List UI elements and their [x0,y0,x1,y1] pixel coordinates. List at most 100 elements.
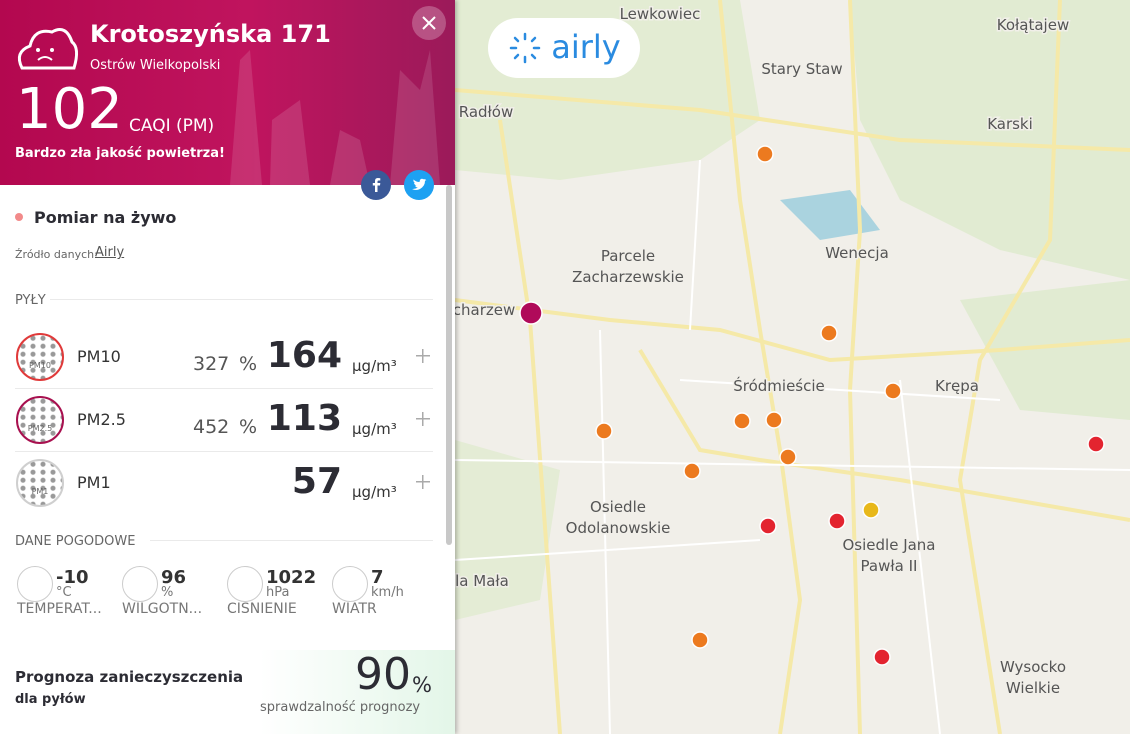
sensor-marker[interactable] [683,462,701,480]
pm-percent-unit: % [239,416,258,438]
forecast-title: Prognoza zanieczyszczenia [15,668,244,686]
place-label: Karski [987,115,1033,133]
expand-button[interactable] [415,348,431,364]
park [850,0,1130,280]
weather-label: CISNIENIE [227,601,297,617]
place-label: Parcele [601,247,655,265]
weather-unit: km/h [371,585,404,600]
place-label: Kołątajew [997,16,1069,34]
sensor-marker[interactable] [820,324,838,342]
place-label: Odolanowskie [566,519,671,537]
weather-label: WIATR [332,601,377,617]
sensor-marker[interactable] [756,145,774,163]
place-label: Osiedle Jana [842,536,935,554]
pm-percent-unit: % [239,353,258,375]
sensor-marker[interactable] [595,422,613,440]
place-label: Wenecja [825,244,889,262]
pm-icon-label: PM1 [31,487,49,496]
place-label: Krępa [935,377,979,395]
quality-text: Bardzo zła jakość powietrza! [15,146,225,161]
separator [50,299,433,300]
weather-label: TEMPERAT... [17,601,102,617]
pm-value: 57 [291,461,342,502]
close-button[interactable] [411,5,447,41]
place-label: Pawła II [861,557,918,575]
separator [150,540,433,541]
sensor-marker[interactable] [733,412,751,430]
weather-icon [227,566,263,602]
source-link[interactable]: Airly [95,245,125,260]
facebook-button[interactable] [361,170,391,200]
sensor-marker[interactable] [691,631,709,649]
labels: Lewkowiec Kołątajew Stary Staw Radłów Ka… [451,4,1070,699]
streets [454,159,1130,734]
forecast-unit: % [412,673,432,697]
sensor-marker[interactable] [873,648,891,666]
pm-name: PM1 [77,473,111,492]
pm-icon [16,396,64,444]
sensor-marker[interactable] [828,512,846,530]
pm-unit: µg/m³ [352,357,397,375]
sensor-marker[interactable] [519,301,543,325]
roads [454,0,1130,734]
expand-button[interactable] [415,411,431,427]
forecast-subtitle: dla pyłów [15,692,86,707]
scrollbar[interactable] [446,185,452,545]
section-title: PYŁY [15,293,46,308]
place-label: Zacharzewskie [572,268,684,286]
caqi-value: 102 [16,77,123,142]
place-label: Wysocko [1000,658,1066,676]
side-panel: Krotoszyńska 171 Ostrów Wielkopolski 102… [0,0,455,734]
logo-text: airly [551,28,620,66]
sensor-marker[interactable] [1087,435,1105,453]
weather-icon [122,566,158,602]
sensor-marker[interactable] [759,517,777,535]
water [780,190,880,240]
weather-value: 7 [371,567,384,588]
expand-button[interactable] [415,474,431,490]
sensors [519,145,1105,666]
park [960,280,1130,420]
pm-icon-label: PM10 [29,361,51,370]
header: Krotoszyńska 171 Ostrów Wielkopolski 102… [0,0,455,185]
station-title: Krotoszyńska 171 [90,20,331,48]
pm-unit: µg/m³ [352,483,397,501]
place-label: Stary Staw [761,60,842,78]
place-label: Osiedle [590,498,646,516]
weather-value: 1022 [266,567,317,588]
pm-value: 164 [266,335,342,376]
pm-name: PM2.5 [77,410,126,429]
pm-unit: µg/m³ [352,420,397,438]
logo[interactable]: airly [488,18,640,78]
sensor-marker[interactable] [862,501,880,519]
weather-label: WILGOTN... [122,601,203,617]
weather-unit: °C [56,585,72,600]
pm-icon [16,333,64,381]
pm-icon-label: PM2.5 [27,424,53,433]
weather-value: 96 [161,567,187,588]
place-label: Wielkie [1006,679,1060,697]
caqi-unit: CAQI (PM) [129,116,215,136]
section-title: DANE POGODOWE [15,534,136,549]
pm-name: PM10 [77,347,121,366]
park [455,440,560,620]
place-label: Lewkowiec [620,5,701,23]
header-art [17,28,440,185]
twitter-button[interactable] [404,170,434,200]
forecast-caption: sprawdzalność prognozy [260,700,421,715]
weather-icon [17,566,53,602]
pm-percent: 327 [193,353,230,375]
weather-unit: hPa [266,585,290,600]
live-dot [15,213,23,221]
station-city: Ostrów Wielkopolski [90,58,221,73]
place-label: Radłów [459,103,514,121]
place-label: charzew [453,301,515,319]
source-label: Źródło danych: [15,248,98,261]
forecast-value: 90 [355,649,411,700]
sensor-marker[interactable] [779,448,797,466]
sensor-marker[interactable] [765,411,783,429]
live-label: Pomiar na żywo [34,208,177,227]
pm-value: 113 [266,398,342,439]
sensor-marker[interactable] [884,382,902,400]
